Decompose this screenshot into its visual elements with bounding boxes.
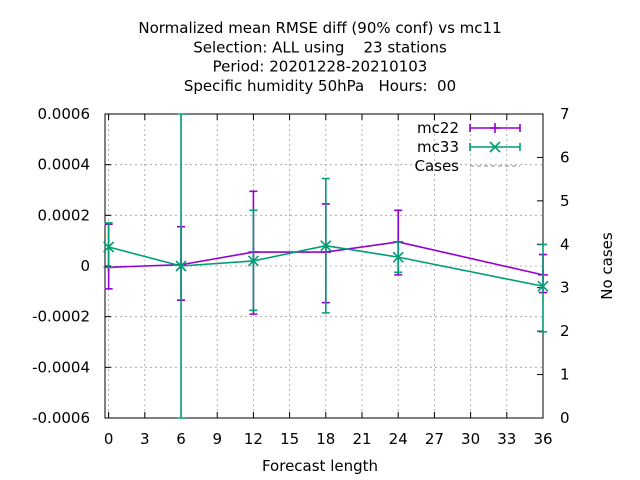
title-line: Specific humidity 50hPa Hours: 00 (184, 77, 456, 95)
y2-tick-label: 6 (560, 148, 570, 166)
x-tick-label: 33 (497, 430, 516, 448)
x-tick-label: 15 (280, 430, 299, 448)
y2-tick-label: 3 (560, 279, 570, 297)
data-point (247, 255, 259, 267)
x-tick-label: 12 (244, 430, 263, 448)
data-point (103, 241, 115, 253)
y-axis-left: -0.0006 -0.0004 -0.0002 0 0.0002 0.0004 0.0006 (32, 105, 111, 427)
y2-tick-label: 4 (560, 235, 570, 253)
y-tick-label: -0.0002 (32, 308, 90, 326)
y2-tick-label: 1 (560, 366, 570, 384)
data-point (320, 240, 332, 252)
series-mc33 (103, 113, 549, 419)
series-line-mc22 (108, 241, 544, 276)
x-tick-label: 0 (104, 430, 114, 448)
title-line: Normalized mean RMSE diff (90% conf) vs … (138, 19, 501, 37)
grid (105, 113, 544, 419)
series (103, 113, 549, 419)
y-tick-label: -0.0006 (32, 409, 90, 427)
x-tick-label: 36 (533, 430, 552, 448)
x-tick-label: 21 (352, 430, 371, 448)
y-tick-label: 0.0006 (38, 105, 91, 123)
y2-tick-label: 2 (560, 322, 570, 340)
y2-axis-label: No cases (598, 232, 616, 300)
x-tick-label: 9 (212, 430, 222, 448)
title-line: Selection: ALL using 23 stations (193, 38, 447, 56)
data-point (392, 251, 404, 263)
legend-marker (490, 123, 500, 133)
legend-label: mc33 (417, 138, 459, 156)
x-axis-label: Forecast length (262, 457, 378, 475)
chart-title: Normalized mean RMSE diff (90% conf) vs … (138, 19, 501, 95)
series-line-mc33 (108, 244, 544, 288)
y2-tick-label: 5 (560, 192, 570, 210)
x-tick-label: 18 (316, 430, 335, 448)
x-tick-label: 24 (389, 430, 408, 448)
data-point (175, 260, 187, 272)
y-tick-label: 0 (80, 257, 90, 275)
error-bar (539, 243, 547, 333)
legend-marker (489, 141, 501, 153)
y-tick-label: 0.0004 (38, 156, 91, 174)
legend-label: mc22 (417, 119, 459, 137)
x-tick-label: 30 (461, 430, 480, 448)
error-bar (104, 222, 113, 269)
x-tick-label: 27 (425, 430, 444, 448)
x-tick-label: 3 (140, 430, 150, 448)
data-point (537, 280, 549, 292)
y-tick-label: -0.0004 (32, 358, 90, 376)
title-line: Period: 20201228-20210103 (213, 58, 428, 76)
y-tick-label: 0.0002 (38, 206, 91, 224)
y2-tick-label: 0 (560, 409, 570, 427)
x-axis: 0 3 6 9 12 15 18 21 24 27 30 33 36 (104, 114, 553, 448)
legend-label: Cases (414, 157, 459, 175)
y-axis-right: 0 1 2 3 4 5 6 7 (537, 105, 570, 427)
x-tick-label: 6 (176, 430, 186, 448)
y2-tick-label: 7 (560, 105, 570, 123)
